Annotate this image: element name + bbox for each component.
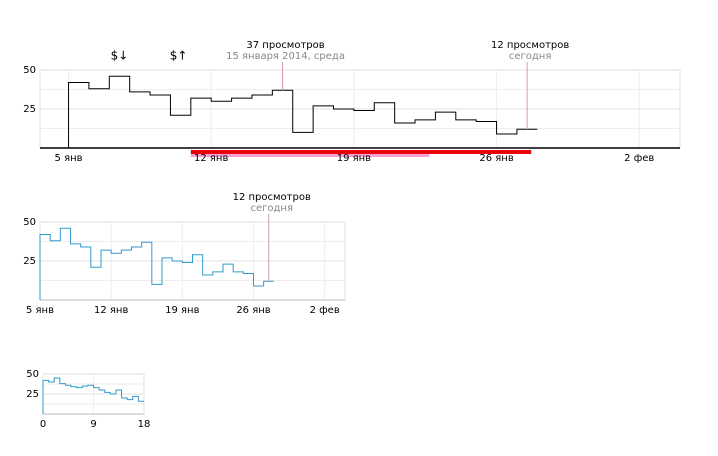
marker-label: $↑: [170, 49, 188, 63]
x-tick-label: 5 янв: [55, 153, 83, 164]
x-tick-label: 12 янв: [194, 153, 228, 164]
x-tick-label: 19 янв: [337, 153, 371, 164]
x-tick-label: 0: [40, 419, 46, 430]
annotation-text: 12 просмотров: [491, 40, 569, 51]
x-tick-label: 19 янв: [165, 305, 199, 316]
range-bar: [190, 150, 532, 154]
marker-label: $↓: [111, 49, 129, 63]
x-tick-label: 2 фев: [624, 153, 654, 164]
annotation-subtext: сегодня: [251, 203, 294, 214]
y-tick-label: 50: [23, 217, 36, 228]
annotation-text: 37 просмотров: [246, 40, 324, 51]
x-tick-label: 9: [90, 419, 96, 430]
range-bar: [190, 154, 430, 157]
y-tick-label: 25: [23, 104, 36, 115]
step-line: [68, 75, 538, 148]
annotation-text: 12 просмотров: [233, 192, 311, 203]
x-tick-label: 18: [138, 419, 151, 430]
step-line: [42, 377, 144, 414]
step-line: [39, 227, 274, 300]
x-tick-label: 2 фев: [310, 305, 340, 316]
y-tick-label: 25: [23, 256, 36, 267]
annotation-subtext: сегодня: [509, 51, 552, 62]
y-tick-label: 50: [26, 369, 39, 380]
x-tick-label: 26 янв: [236, 305, 270, 316]
x-tick-label: 26 янв: [479, 153, 513, 164]
annotation-subtext: 15 января 2014, среда: [226, 51, 345, 62]
x-tick-label: 12 янв: [94, 305, 128, 316]
x-tick-label: 5 янв: [26, 305, 54, 316]
y-tick-label: 25: [26, 389, 39, 400]
y-tick-label: 50: [23, 65, 36, 76]
